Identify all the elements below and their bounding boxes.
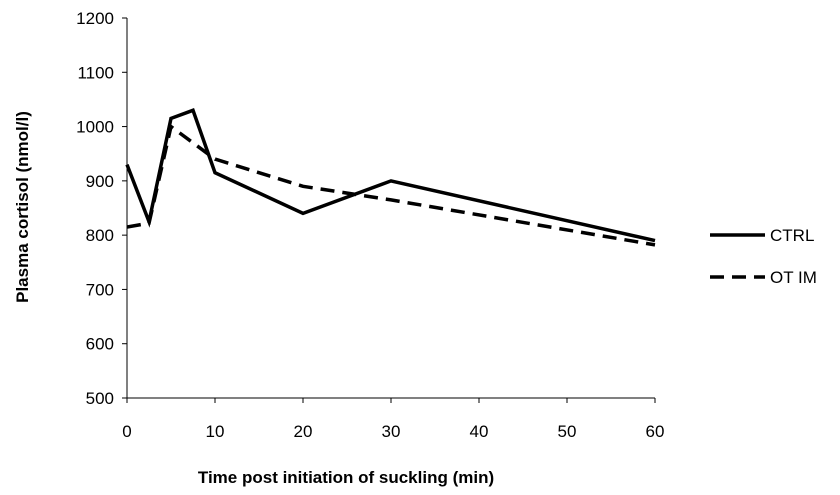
legend-label: OT IM xyxy=(770,268,817,287)
x-tick-label: 30 xyxy=(382,422,401,441)
x-tick-labels: 0 10 20 30 40 50 60 xyxy=(122,398,664,441)
series-lines xyxy=(125,108,656,247)
x-tick-label: 60 xyxy=(646,422,665,441)
y-tick-label: 900 xyxy=(86,172,114,191)
series-line-ot-im xyxy=(126,123,656,247)
y-tick-label: 600 xyxy=(86,335,114,354)
legend-label: CTRL xyxy=(770,226,814,245)
series-line-ctrl xyxy=(125,108,656,243)
y-tick-label: 1000 xyxy=(76,118,114,137)
x-tick-label: 0 xyxy=(122,422,131,441)
legend: CTRL OT IM xyxy=(710,226,817,287)
x-axis-title: Time post initiation of suckling (min) xyxy=(198,468,494,487)
y-tick-label: 800 xyxy=(86,226,114,245)
y-tick-label: 700 xyxy=(86,280,114,299)
x-tick-label: 10 xyxy=(206,422,225,441)
y-tick-labels: 500 600 700 800 900 1000 1100 1200 xyxy=(76,9,127,408)
y-tick-label: 1100 xyxy=(77,63,114,82)
x-tick-label: 40 xyxy=(470,422,489,441)
x-tick-label: 20 xyxy=(294,422,313,441)
y-tick-label: 1200 xyxy=(76,9,114,28)
x-tick-label: 50 xyxy=(558,422,577,441)
y-axis-title: Plasma cortisol (nmol/l) xyxy=(13,111,32,303)
y-tick-label: 500 xyxy=(86,389,114,408)
